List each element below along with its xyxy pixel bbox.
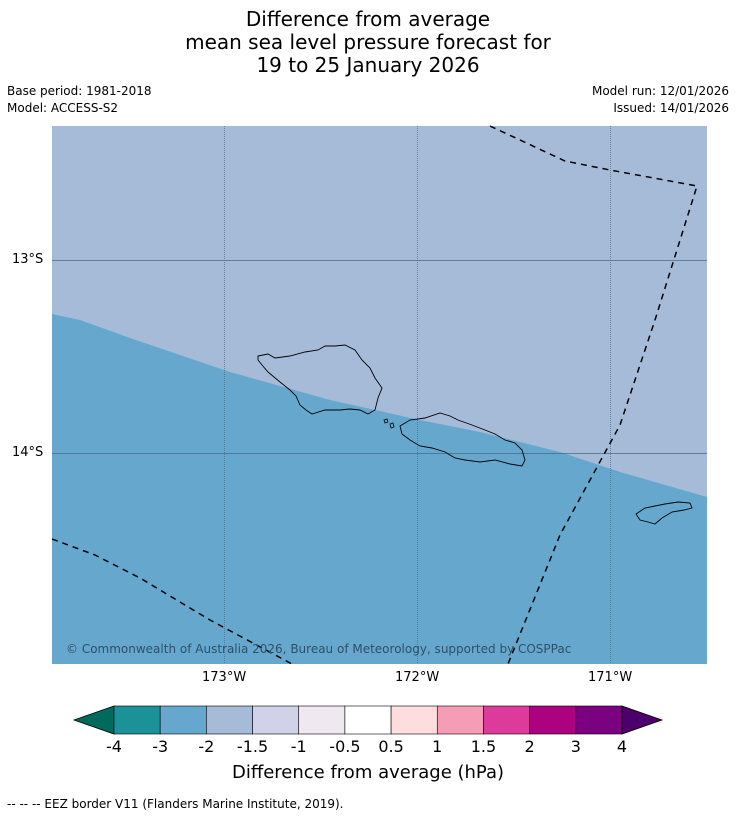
colorbar-swatch [298,705,346,735]
upolu-island [399,412,526,467]
colorbar-tick-label: -0.5 [329,737,361,756]
colorbar-extend-high [621,705,664,735]
model-run: Model run: 12/01/2026 [591,84,729,98]
copyright-notice: © Commonwealth of Australia 2026, Bureau… [66,642,572,656]
savaii-island [257,344,383,415]
colorbar-swatch [575,705,623,735]
colorbar-swatch [252,705,300,735]
colorbar-tick-label: -2 [198,737,215,756]
colorbar-tick-label: -1 [290,737,307,756]
title-line-2: mean sea level pressure forecast for [185,30,551,54]
colorbar-tick-label: 2 [524,737,535,756]
colorbar-tick-label: -4 [106,737,122,756]
colorbar-swatch [159,705,207,735]
colorbar-extend-low [72,705,115,735]
colorbar-tick-label: 3 [570,737,581,756]
colorbar-swatch [529,705,577,735]
lon-label-173w: 173°W [202,670,247,685]
colorbar-tick-label: -3 [152,737,169,756]
eez-border-lower [51,538,293,665]
base-period: Base period: 1981-2018 [7,84,152,98]
apolima-island [389,422,395,429]
lon-label-172w: 172°W [395,670,440,685]
title-line-1: Difference from average [245,7,491,31]
issued-date: Issued: 14/01/2026 [613,101,729,115]
lat-label-14s: 14°S [12,445,44,460]
lon-label-171w: 171°W [588,670,633,685]
colorbar-tick-label: 0.5 [378,737,404,756]
colorbar-swatch [483,705,530,735]
colorbar-tick-label: 1 [432,737,443,756]
chart-title: Difference from average mean sea level p… [0,8,736,77]
colorbar-swatch [206,705,253,735]
colorbar-swatch [390,705,438,735]
eez-border-upper [489,125,698,665]
meta-left: Base period: 1981-2018 Model: ACCESS-S2 [7,83,152,117]
colorbar-swatch [113,705,161,735]
colorbar-tick-label: 1.5 [470,737,497,756]
eez-border [51,125,698,665]
model-name: Model: ACCESS-S2 [7,101,119,115]
colorbar-title: Difference from average (hPa) [231,762,505,783]
title-line-3: 19 to 25 January 2026 [256,53,480,77]
colorbar-tick-label: -1.5 [236,737,269,756]
colorbar-swatch [436,705,484,735]
graticule [52,126,707,664]
colorbar [72,705,664,735]
colorbar-swatch [344,705,392,735]
manono-island [383,418,389,424]
meta-right: Model run: 12/01/2026 Issued: 14/01/2026 [592,83,729,117]
lat-label-13s: 13°S [12,252,44,267]
tutuila-island [635,501,693,525]
eez-footnote: -- -- -- EEZ border V11 (Flanders Marine… [7,797,344,811]
colorbar-tick-label: 4 [616,737,628,756]
